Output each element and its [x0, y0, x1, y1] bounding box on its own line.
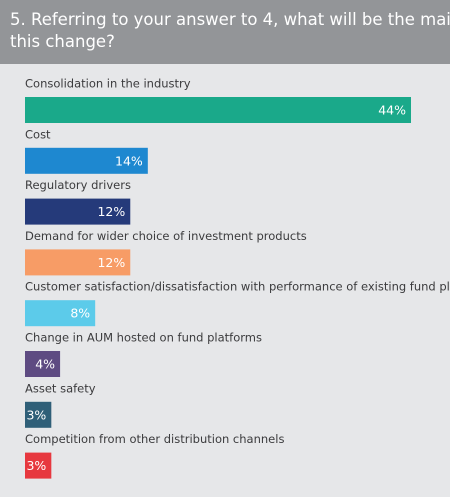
value-label: 14% — [115, 153, 143, 168]
category-label: Asset safety — [25, 381, 96, 395]
bar — [25, 401, 52, 428]
bar — [25, 300, 96, 327]
bar — [25, 452, 52, 479]
value-label: 4% — [35, 357, 55, 372]
category-label: Demand for wider choice of investment pr… — [25, 229, 307, 243]
value-label: 8% — [70, 306, 90, 321]
value-label: 12% — [97, 255, 125, 270]
bar — [25, 351, 61, 377]
value-label: 12% — [97, 204, 125, 219]
value-label: 3% — [26, 458, 46, 473]
value-label: 44% — [378, 103, 406, 118]
bar — [25, 97, 411, 123]
category-label: Consolidation in the industry — [25, 77, 191, 91]
bar — [25, 147, 148, 174]
category-label: Customer satisfaction/dissatisfaction wi… — [25, 280, 450, 294]
category-label: Change in AUM hosted on fund platforms — [25, 331, 262, 345]
value-label: 3% — [26, 407, 46, 422]
header — [0, 0, 450, 64]
bar — [25, 249, 131, 276]
bar — [25, 198, 131, 225]
chart-title: 5. Referring to your answer to 4, what w… — [10, 10, 450, 51]
category-label: Cost — [25, 127, 51, 141]
category-label: Regulatory drivers — [25, 178, 131, 192]
category-label: Competition from other distribution chan… — [25, 432, 284, 446]
